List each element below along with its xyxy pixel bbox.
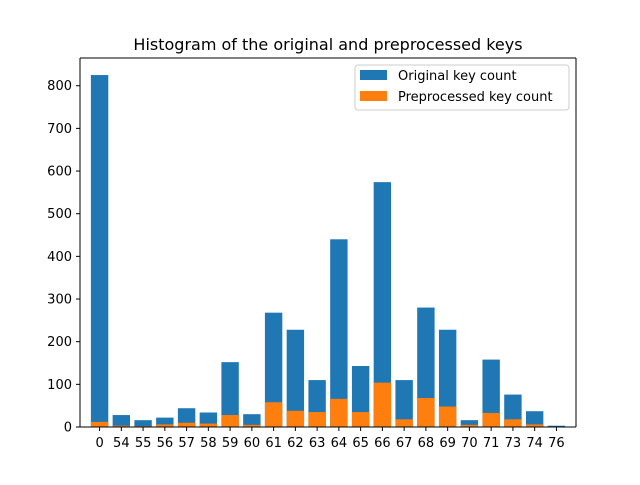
preprocessed-bar-58: [200, 424, 217, 427]
preprocessed-bar-59: [221, 415, 238, 427]
legend-swatch-original: [360, 70, 387, 80]
x-tick-label-71: 71: [483, 436, 500, 451]
y-tick-label-400: 400: [47, 250, 72, 265]
x-tick-label-0: 0: [95, 436, 103, 451]
preprocessed-bar-69: [439, 407, 456, 427]
x-tick-label-62: 62: [287, 436, 304, 451]
original-bar-55: [134, 420, 151, 427]
preprocessed-bar-57: [178, 423, 195, 427]
chart-title: Histogram of the original and preprocess…: [133, 35, 522, 54]
legend-label-preprocessed: Preprocessed key count: [398, 90, 553, 105]
original-bar-0: [91, 75, 108, 427]
preprocessed-bar-73: [504, 419, 521, 427]
x-tick-label-64: 64: [331, 436, 348, 451]
x-tick-label-55: 55: [135, 436, 152, 451]
x-tick-label-65: 65: [352, 436, 369, 451]
preprocessed-bar-61: [265, 402, 282, 427]
x-tick-label-63: 63: [309, 436, 326, 451]
legend-label-original: Original key count: [398, 69, 517, 84]
y-tick-label-700: 700: [47, 122, 72, 137]
x-tick-label-69: 69: [439, 436, 456, 451]
x-tick-label-56: 56: [157, 436, 174, 451]
x-tick-label-60: 60: [244, 436, 261, 451]
y-tick-label-200: 200: [47, 335, 72, 350]
x-tick-label-73: 73: [505, 436, 522, 451]
x-tick-label-68: 68: [418, 436, 435, 451]
preprocessed-bar-67: [395, 419, 412, 427]
y-tick-label-0: 0: [64, 421, 72, 436]
preprocessed-bar-64: [330, 399, 347, 427]
x-tick-label-74: 74: [526, 436, 543, 451]
x-tick-label-76: 76: [548, 436, 565, 451]
preprocessed-bar-65: [352, 412, 369, 427]
x-tick-label-57: 57: [178, 436, 195, 451]
x-tick-label-58: 58: [200, 436, 217, 451]
x-tick-label-70: 70: [461, 436, 478, 451]
x-tick-label-66: 66: [374, 436, 391, 451]
preprocessed-bar-66: [374, 383, 391, 427]
y-tick-label-600: 600: [47, 165, 72, 180]
x-tick-label-67: 67: [396, 436, 413, 451]
x-tick-label-61: 61: [265, 436, 282, 451]
x-tick-label-59: 59: [222, 436, 239, 451]
original-bar-54: [113, 415, 130, 427]
legend: Original key count Preprocessed key count: [355, 65, 569, 110]
original-bar-64: [330, 239, 347, 427]
y-tick-label-500: 500: [47, 207, 72, 222]
y-tick-label-300: 300: [47, 293, 72, 308]
preprocessed-bar-63: [308, 412, 325, 427]
legend-swatch-preprocessed: [360, 91, 387, 101]
preprocessed-bar-68: [417, 398, 434, 427]
preprocessed-bar-71: [482, 413, 499, 427]
y-tick-label-800: 800: [47, 79, 72, 94]
preprocessed-bar-62: [287, 411, 304, 427]
x-tick-label-54: 54: [113, 436, 130, 451]
y-tick-label-100: 100: [47, 378, 72, 393]
preprocessed-bar-0: [91, 422, 108, 427]
